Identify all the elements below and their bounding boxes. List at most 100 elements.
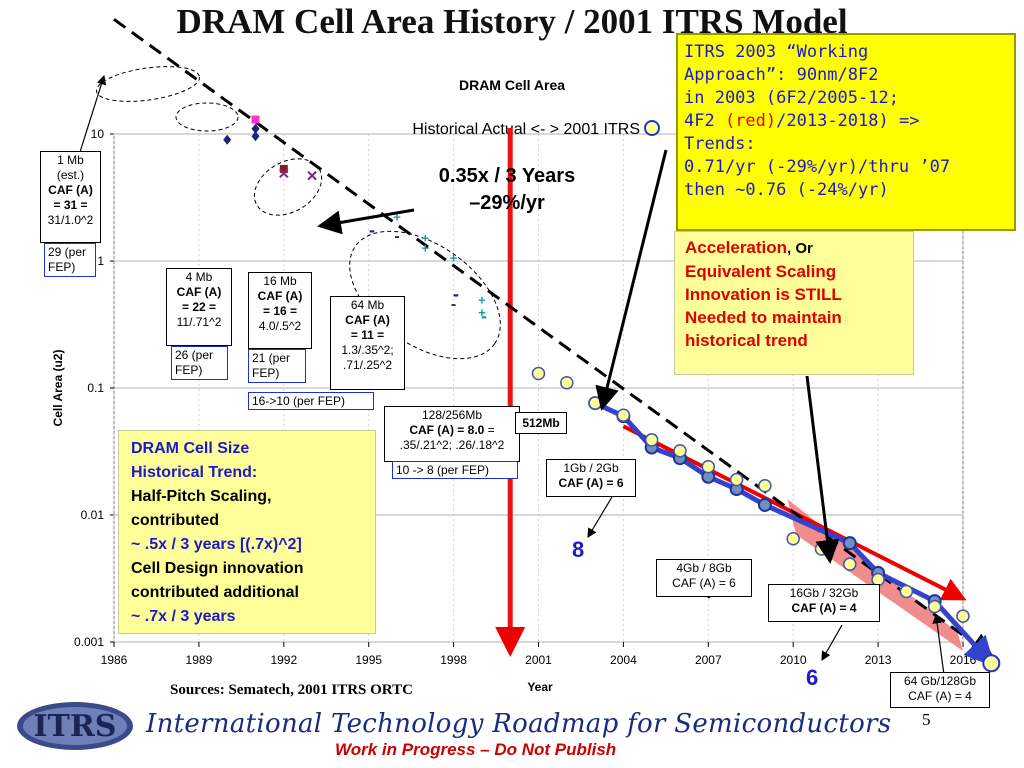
- accel-note-l3: Innovation is STILL: [685, 285, 842, 304]
- label-64mb-l3: = 11 =: [350, 328, 385, 342]
- accel-note-l5: historical trend: [685, 331, 808, 350]
- label-1mb-l1: 1 Mb: [57, 153, 84, 167]
- label-4mb-l4: 11/.71^2: [176, 315, 222, 329]
- itrs-note-l1: ITRS 2003 “Working: [684, 42, 869, 62]
- itrs2001-point: [560, 375, 574, 390]
- label-16mb-l4: 4.0/.5^2: [258, 319, 302, 333]
- y-tick-label: 1: [97, 254, 104, 268]
- annotation-arrow: [587, 496, 613, 539]
- trend-note-l5: ~ .5x / 3 years [(.7x)^2]: [131, 536, 302, 553]
- y-tick-label: 0.1: [87, 381, 104, 395]
- label-1mb-l3: CAF (A): [48, 183, 93, 197]
- annotation-arrow: [317, 208, 415, 235]
- historical-square-point: [251, 115, 260, 124]
- historical-plus-point: +: [422, 231, 430, 246]
- trend-note-l6: Cell Design innovation: [131, 560, 304, 577]
- historical-x-point: [307, 170, 317, 181]
- label-16mb-fep-l2: FEP): [252, 366, 280, 380]
- historical-square-point: [279, 165, 288, 174]
- historical-diamond-point: [251, 123, 260, 134]
- trend-note-l8: ~ .7x / 3 years: [131, 608, 236, 625]
- label-4mb-fep: 26 (per FEP): [171, 346, 228, 380]
- label-64gb: 64 Gb/128Gb CAF (A) = 4: [890, 672, 990, 708]
- historical-plus-point: +: [450, 250, 458, 265]
- label-64gb-l2: CAF (A) = 4: [908, 689, 972, 703]
- label-16mb-l1: 16 Mb: [263, 274, 297, 288]
- label-16mb-fep: 21 (per FEP): [248, 349, 306, 383]
- trend-note-l4: contributed: [131, 512, 219, 529]
- label-1gb: 1Gb / 2Gb CAF (A) = 6: [546, 459, 636, 497]
- itrs2003-point: [757, 497, 772, 512]
- label-64mb-l2: CAF (A): [345, 313, 390, 327]
- annotation-arrow: [932, 613, 945, 676]
- historical-minus-point: -: [451, 296, 456, 313]
- accel-note-l1b: , Or: [787, 240, 813, 257]
- label-fep-10-8-text: 10 -> 8 (per FEP): [396, 463, 490, 477]
- itrs-note-l6: 0.71/yr (-29%/yr)/thru ’07: [684, 157, 951, 177]
- itrs2001-point: [758, 478, 772, 493]
- itrs-note-l2: Approach”: 90nm/8F2: [684, 65, 879, 85]
- label-16gb: 16Gb / 32Gb CAF (A) = 4: [768, 584, 880, 622]
- footer-title: International Technology Roadmap for Sem…: [146, 709, 892, 739]
- cluster-ellipse: [253, 158, 323, 216]
- itrs2001-point: [616, 408, 631, 423]
- itrs2001-point: [673, 444, 687, 458]
- historical-plus-point: +: [478, 305, 486, 320]
- historical-trend-note: DRAM Cell Size Historical Trend: Half-Pi…: [118, 430, 376, 634]
- label-16gb-l2: CAF (A) = 4: [791, 601, 857, 615]
- number-8-label: 8: [572, 537, 585, 562]
- trend-note-l7: contributed additional: [131, 584, 299, 601]
- x-tick-label: 1992: [270, 653, 297, 667]
- dashed-trend-line: [113, 18, 994, 658]
- annotation-arrow: [79, 74, 107, 153]
- itrs-2003-note: ITRS 2003 “Working Approach”: 90nm/8F2 i…: [676, 33, 1016, 231]
- label-64mb-l1: 64 Mb: [350, 298, 385, 312]
- sources-label: Sources: Sematech, 2001 ITRS ORTC: [170, 682, 413, 698]
- label-4mb: 4 Mb CAF (A) = 22 = 11/.71^2: [166, 268, 232, 346]
- cluster-ellipse: [95, 66, 201, 102]
- itrs2001-point: [814, 542, 829, 556]
- itrs2001-point: [644, 433, 659, 447]
- label-1mb-l4: = 31 =: [53, 198, 88, 212]
- label-64gb-l1: 64 Gb/128Gb: [903, 674, 977, 688]
- chart-subtitle: Historical Actual <- > 2001 ITRS: [412, 121, 640, 138]
- itrs2001-point: [786, 532, 800, 546]
- x-axis-title: Year: [527, 680, 553, 694]
- itrs-note-l4c: /2013-2018) =>: [776, 111, 920, 131]
- accel-note-l1a: Acceleration: [685, 238, 788, 257]
- page-number: 5: [922, 710, 931, 729]
- label-4mb-l2: CAF (A): [176, 285, 222, 299]
- itrs2001-point: [729, 472, 744, 487]
- chart-title: DRAM Cell Area: [459, 77, 565, 93]
- historical-minus-point: -: [394, 228, 399, 245]
- label-fep-16-10: 16->10 (per FEP): [248, 392, 374, 410]
- label-4gb-l1: 4Gb / 8Gb: [676, 561, 732, 575]
- label-16gb-l1: 16Gb / 32Gb: [789, 586, 859, 600]
- itrs2003-point: [842, 536, 857, 551]
- historical-plus-point: +: [393, 210, 401, 225]
- itrs-note-l7: then ~0.76 (-24%/yr): [684, 180, 889, 200]
- label-4gb-l2: CAF (A) = 6: [672, 576, 736, 590]
- label-128mb-l2b: =: [484, 423, 495, 437]
- label-16mb: 16 Mb CAF (A) = 16 = 4.0/.5^2: [248, 272, 312, 349]
- number-6-label: 6: [806, 665, 819, 690]
- label-1mb-fep: 29 (per FEP): [44, 243, 96, 277]
- label-512mb-text: 512Mb: [522, 416, 560, 430]
- annotation-arrow: [805, 375, 840, 564]
- historical-diamond-point: [223, 134, 232, 145]
- x-tick-label: 2013: [865, 653, 892, 667]
- trend-note-l1: DRAM Cell Size: [131, 440, 250, 457]
- itrs-note-l4a: 4F2: [684, 111, 725, 131]
- historical-plus-point: +: [478, 292, 486, 307]
- x-tick-label: 2004: [610, 653, 637, 667]
- label-4mb-l1: 4 Mb: [185, 270, 213, 284]
- label-fep-10-8: 10 -> 8 (per FEP): [392, 461, 518, 479]
- historical-minus-point: -: [481, 306, 487, 326]
- label-4mb-fep-l1: 26 (per: [175, 348, 214, 362]
- label-128mb-l3: .35/.21^2; .26/.18^2: [399, 438, 505, 452]
- trend-label-main: 0.35x / 3 Years: [438, 165, 576, 187]
- historical-minus-point: -: [369, 220, 375, 240]
- itrs2001-point: [531, 366, 546, 381]
- label-4mb-fep-l2: FEP): [175, 363, 203, 377]
- trend-note-l2: Historical Trend:: [131, 464, 258, 481]
